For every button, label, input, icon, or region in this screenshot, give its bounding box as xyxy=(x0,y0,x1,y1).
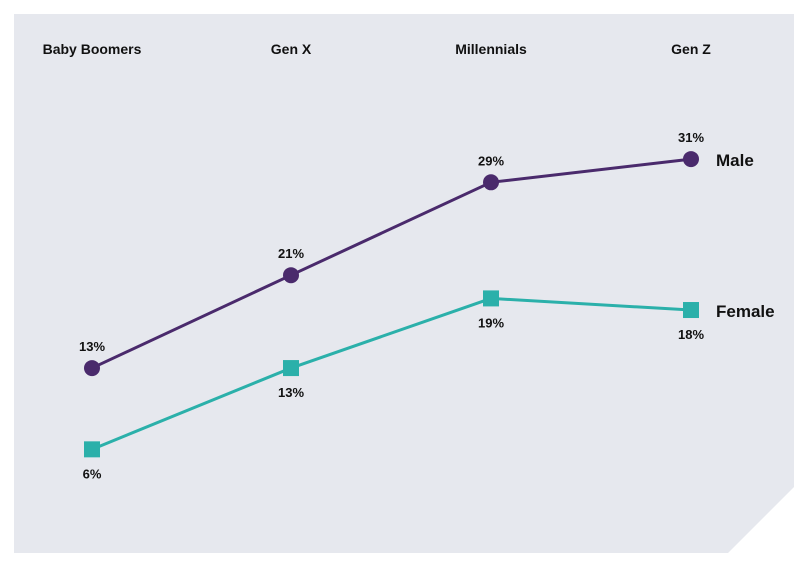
male-value-label-3: 31% xyxy=(678,130,704,145)
category-labels: Baby Boomers Gen X Millennials Gen Z xyxy=(43,41,712,57)
male-value-label-2: 29% xyxy=(478,153,504,168)
male-point-2 xyxy=(483,174,499,191)
female-point-0 xyxy=(84,441,100,458)
male-point-3 xyxy=(683,151,699,168)
female-value-label-0: 6% xyxy=(83,466,102,481)
male-point-0 xyxy=(84,360,100,377)
male-series-line xyxy=(91,157,692,370)
female-value-label-1: 13% xyxy=(278,385,304,400)
series-layer: 13% 21% 29% 31% Male 6% 13% 19% 18% Female xyxy=(79,130,775,481)
female-series-line xyxy=(91,296,692,451)
male-point-1 xyxy=(283,267,299,284)
category-label-gen-x: Gen X xyxy=(271,41,312,57)
chart-panel xyxy=(14,14,794,553)
category-label-millennials: Millennials xyxy=(455,41,527,57)
female-point-3 xyxy=(683,302,699,319)
category-label-baby-boomers: Baby Boomers xyxy=(43,41,142,57)
category-label-gen-z: Gen Z xyxy=(671,41,711,57)
female-point-2 xyxy=(483,290,499,307)
female-value-label-2: 19% xyxy=(478,315,504,330)
female-series-label: Female xyxy=(716,302,775,321)
female-value-label-3: 18% xyxy=(678,327,704,342)
male-value-label-0: 13% xyxy=(79,339,105,354)
male-series-label: Male xyxy=(716,151,754,170)
female-point-1 xyxy=(283,360,299,377)
male-value-label-1: 21% xyxy=(278,246,304,261)
